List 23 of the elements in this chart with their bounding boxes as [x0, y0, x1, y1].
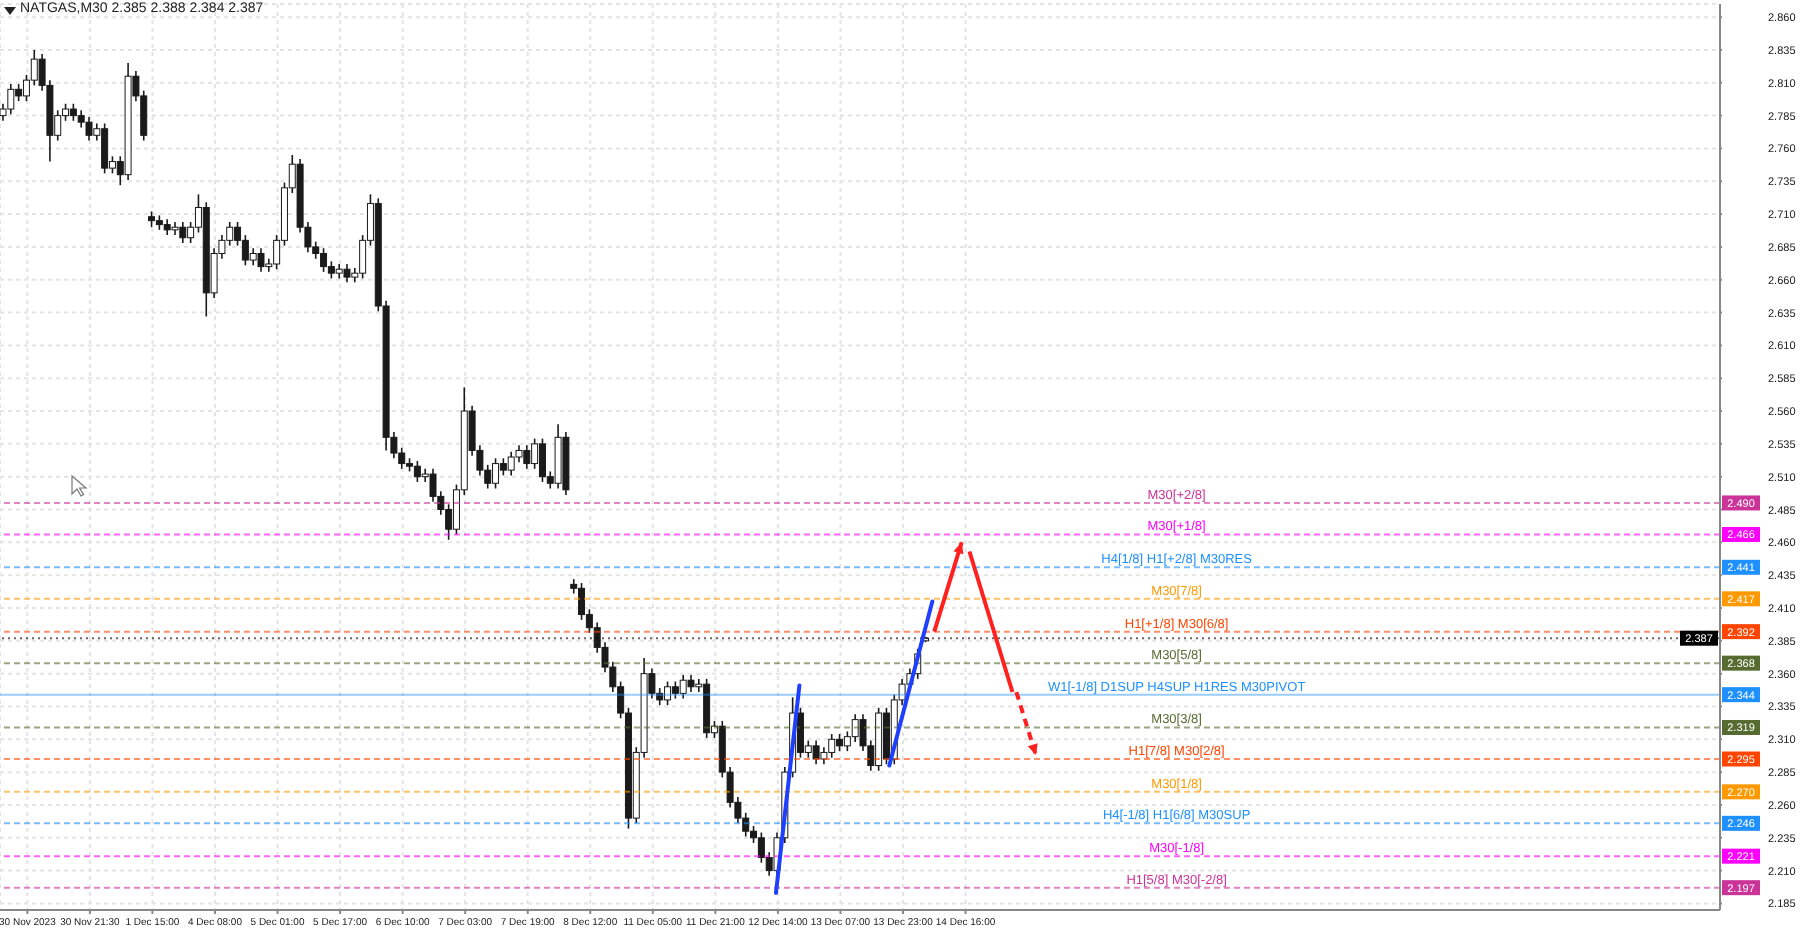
candlestick	[507, 450, 515, 477]
candlestick	[257, 247, 265, 273]
candlestick	[538, 437, 546, 483]
candlestick	[171, 221, 179, 236]
candlestick	[554, 423, 562, 490]
candlestick	[523, 444, 531, 470]
candlestick	[664, 680, 672, 706]
candlestick	[531, 437, 539, 470]
candlestick	[679, 674, 687, 700]
candlestick	[851, 713, 859, 743]
candlestick	[320, 247, 328, 273]
candlestick	[7, 83, 15, 116]
candlestick	[179, 221, 187, 244]
candlestick	[343, 263, 351, 284]
candlestick	[812, 739, 820, 766]
candlestick	[85, 116, 93, 142]
candlestick	[492, 457, 500, 490]
candlestick	[413, 460, 421, 483]
candlestick	[882, 706, 890, 766]
candlestick	[828, 733, 836, 759]
candlestick	[101, 122, 109, 175]
candlestick	[578, 582, 586, 621]
candlestick	[241, 234, 249, 267]
